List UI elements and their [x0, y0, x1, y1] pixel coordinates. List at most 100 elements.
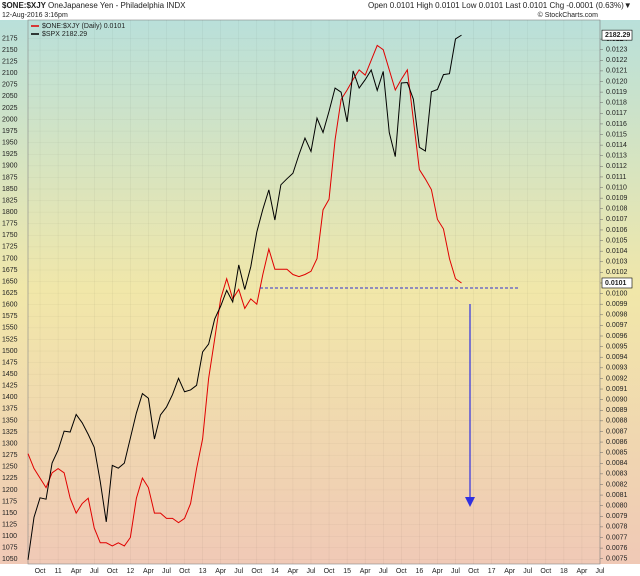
x-tick-label: 18 — [560, 568, 568, 575]
y-tick-label: 1400 — [2, 394, 18, 401]
x-tick-label: Apr — [432, 568, 444, 575]
x-tick-label: Apr — [576, 568, 588, 575]
y-tick-label: 2150 — [2, 47, 18, 54]
y-tick-label: 1525 — [2, 336, 18, 343]
y2-tick-label: 0.0109 — [606, 195, 628, 202]
y2-tick-label: 0.0113 — [606, 153, 627, 160]
chart-title: $ONE:$XJY — [2, 1, 47, 10]
lines — [27, 34, 462, 560]
y-tick-label: 1850 — [2, 186, 18, 193]
y2-tick-label: 0.0102 — [606, 269, 628, 276]
x-tick-label: Jul — [90, 568, 99, 575]
y2-tick-label: 0.0117 — [606, 110, 627, 117]
x-tick-label: Apr — [504, 568, 516, 575]
x-tick-label: Oct — [396, 568, 407, 575]
y2-tick-label: 0.0088 — [606, 418, 628, 425]
y2-tick-label: 0.0077 — [606, 534, 628, 541]
y2-tick-label: 0.0099 — [606, 301, 628, 308]
x-tick-label: Apr — [143, 568, 155, 575]
y2-tick-label: 0.0118 — [606, 100, 627, 107]
y-tick-label: 1425 — [2, 383, 18, 390]
y-tick-label: 1375 — [2, 406, 18, 413]
x-tick-label: Oct — [324, 568, 335, 575]
y2-tick-label: 0.0080 — [606, 503, 628, 510]
y-tick-label: 1325 — [2, 429, 18, 436]
y2-tick-label: 0.0111 — [606, 174, 626, 181]
x-tick-label: Oct — [179, 568, 190, 575]
y-tick-label: 1775 — [2, 221, 18, 228]
y-tick-label: 1450 — [2, 371, 18, 378]
y2-tick-label: 0.0115 — [606, 131, 627, 138]
legend-label: $SPX 2182.29 — [42, 31, 87, 38]
y-tick-label: 1250 — [2, 464, 18, 471]
x-tick-label: Oct — [540, 568, 551, 575]
x-tick-label: 16 — [415, 568, 423, 575]
y2-tick-label: 0.0096 — [606, 333, 628, 340]
y-tick-label: 2025 — [2, 105, 18, 112]
y-tick-label: 2125 — [2, 59, 18, 66]
y2-tick-label: 0.0107 — [606, 216, 628, 223]
y-tick-label: 1225 — [2, 475, 18, 482]
axes: 1050 1075 1100 1125 1150 1175 1200 1225 1250 1275… — [2, 23, 633, 575]
price-tag-box — [601, 277, 633, 289]
y-tick-label: 1600 — [2, 302, 18, 309]
y-tick-label: 2075 — [2, 82, 18, 89]
x-tick-label: Jul — [451, 568, 460, 575]
y-tick-label: 1200 — [2, 487, 18, 494]
date-text: 12-Aug-2016 3:16pm — [2, 12, 68, 19]
y2-tick-label: 0.0078 — [606, 524, 628, 531]
y2-tick-label: 0.0076 — [606, 545, 628, 552]
y-tick-label: 1825 — [2, 197, 18, 204]
y2-tick-label: 0.0098 — [606, 312, 628, 319]
y-tick-label: 1300 — [2, 440, 18, 447]
y-tick-label: 1625 — [2, 290, 18, 297]
y-tick-label: 1050 — [2, 556, 18, 563]
y2-tick-label: 0.0079 — [606, 513, 628, 520]
y-tick-label: 1750 — [2, 232, 18, 239]
x-tick-label: 15 — [343, 568, 351, 575]
price-tag: 0.0101 — [605, 280, 627, 287]
y2-tick-label: 0.0083 — [606, 471, 628, 478]
x-tick-label: Jul — [234, 568, 243, 575]
x-tick-label: 14 — [271, 568, 279, 575]
y-tick-label: 1500 — [2, 348, 18, 355]
y2-tick-label: 0.0089 — [606, 407, 628, 414]
y2-tick-label: 0.0092 — [606, 375, 628, 382]
y2-tick-label: 0.0095 — [606, 343, 628, 350]
x-tick-label: Oct — [107, 568, 118, 575]
y2-tick-label: 0.0087 — [606, 428, 628, 435]
series-line — [27, 44, 462, 547]
x-tick-label: Jul — [523, 568, 532, 575]
y-tick-label: 2175 — [2, 35, 18, 42]
x-tick-label: Jul — [162, 568, 171, 575]
legend-label: $ONE:$XJY (Daily) 0.0101 — [42, 23, 125, 30]
y-tick-label: 1675 — [2, 267, 18, 274]
y2-tick-label: 0.0097 — [606, 322, 628, 329]
y2-tick-label: 0.0093 — [606, 365, 628, 372]
price-tag: 2182.29 — [605, 32, 630, 39]
x-tick-label: Jul — [596, 568, 605, 575]
plot-background — [0, 20, 640, 564]
chart-subtitle: OneJapanese Yen - Philadelphia INDX — [48, 1, 186, 10]
price-tag-box — [601, 29, 633, 41]
y-tick-label: 2050 — [2, 93, 18, 100]
y2-tick-label: 0.0119 — [606, 89, 627, 96]
y-tick-label: 1700 — [2, 255, 18, 262]
y2-tick-label: 0.0105 — [606, 237, 628, 244]
y-tick-label: 1075 — [2, 545, 18, 552]
y-tick-label: 1725 — [2, 244, 18, 251]
y2-tick-label: 0.0075 — [606, 556, 628, 563]
y-tick-label: 1950 — [2, 140, 18, 147]
y2-tick-label: 0.0114 — [606, 142, 627, 149]
y2-tick-label: 0.0110 — [606, 184, 627, 191]
x-tick-label: 11 — [54, 568, 61, 575]
y-tick-label: 2000 — [2, 116, 18, 123]
y2-tick-label: 0.0082 — [606, 481, 628, 488]
y2-tick-label: 0.0106 — [606, 227, 628, 234]
y-tick-label: 1900 — [2, 163, 18, 170]
x-tick-label: Apr — [287, 568, 299, 575]
x-tick-label: 17 — [488, 568, 496, 575]
y-tick-label: 1350 — [2, 417, 18, 424]
y-tick-label: 1975 — [2, 128, 18, 135]
